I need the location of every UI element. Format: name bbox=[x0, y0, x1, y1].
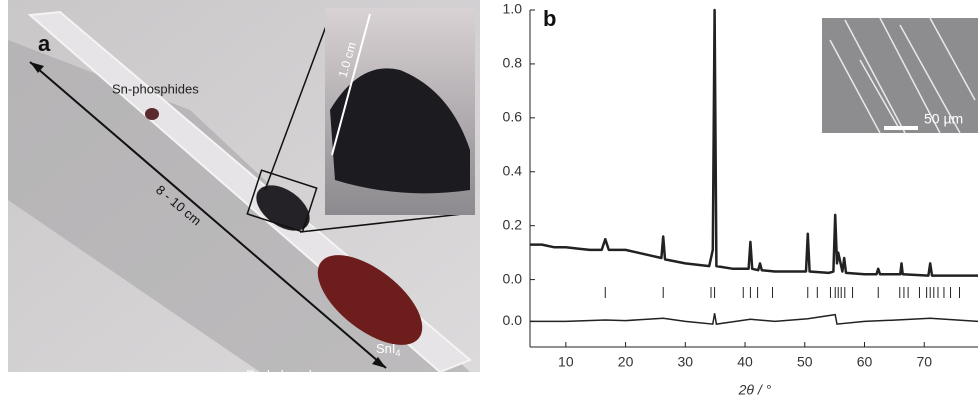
x-tick-label: 20 bbox=[618, 354, 634, 370]
annotation: SnI4 bbox=[376, 341, 401, 358]
y-tick-label: 0.6 bbox=[503, 109, 523, 125]
y-tick-label: 0.0 bbox=[503, 270, 523, 286]
x-axis-label: 2θ / ° bbox=[738, 382, 772, 398]
annotation: Sn-phosphides bbox=[112, 81, 199, 96]
inset-arrow bbox=[331, 13, 371, 156]
annotation-base: SnI bbox=[376, 341, 396, 356]
arrow-head bbox=[372, 357, 386, 368]
x-tick-label: 70 bbox=[916, 354, 932, 370]
panel-label: a bbox=[38, 31, 51, 56]
x-tick-label: 30 bbox=[678, 354, 694, 370]
zoom-line bbox=[299, 212, 473, 233]
x-tick-label: 50 bbox=[797, 354, 813, 370]
y-tick-label: 0.2 bbox=[503, 216, 523, 232]
zoom-box bbox=[246, 169, 318, 233]
difference-curve bbox=[530, 313, 979, 325]
y-tick-label: 0.8 bbox=[503, 55, 523, 71]
sn-phosphide-drop bbox=[145, 108, 159, 120]
zoom-line bbox=[264, 9, 333, 191]
length-arrow bbox=[29, 61, 387, 369]
plot: b 0.0 0.2 0.4 0.6 0.8 1.0 0.0 10 20 30 40 50 60 70 2θ /… bbox=[503, 1, 979, 398]
x-tick-label: 60 bbox=[857, 354, 873, 370]
photo: 1.0 cm a Sn-phosphides 8 - 10 cm Red pho… bbox=[8, 0, 480, 382]
red-phosphorus bbox=[317, 255, 423, 345]
arrow-head bbox=[30, 62, 44, 73]
y-tick-label: 0.0 bbox=[503, 312, 523, 328]
sem-inset: 50 µm bbox=[822, 17, 978, 134]
y-tick-label: 1.0 bbox=[503, 1, 523, 17]
x-tick-label: 10 bbox=[558, 354, 574, 370]
sem-fibers bbox=[829, 17, 976, 134]
observed-pattern bbox=[530, 8, 978, 277]
inset-crystals bbox=[330, 68, 470, 194]
annotation-sub: 4 bbox=[396, 348, 401, 358]
sem-image bbox=[822, 18, 978, 133]
y-tick-label: 0.4 bbox=[503, 162, 523, 178]
x-tick-label: 40 bbox=[737, 354, 753, 370]
panel-label: b bbox=[543, 6, 556, 31]
crystals bbox=[256, 185, 310, 231]
annotation: Red phosphorus bbox=[246, 367, 342, 382]
scale-label: 50 µm bbox=[924, 111, 963, 127]
scale-bar bbox=[884, 126, 918, 130]
